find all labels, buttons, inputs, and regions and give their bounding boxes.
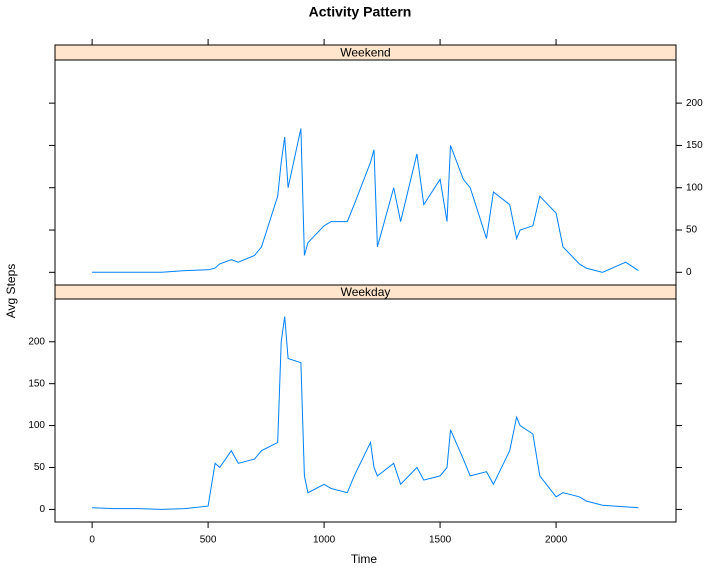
x-tick-label: 500 bbox=[200, 535, 217, 546]
panel bbox=[54, 59, 677, 286]
y-axis-label: Avg Steps bbox=[4, 264, 18, 318]
y-tick-label: 50 bbox=[686, 225, 698, 236]
data-line bbox=[92, 316, 639, 510]
data-line bbox=[92, 128, 639, 273]
panel bbox=[54, 298, 677, 523]
y-tick-label: 0 bbox=[686, 267, 692, 278]
y-tick-label: 150 bbox=[28, 378, 45, 389]
y-tick-label: 100 bbox=[28, 420, 45, 431]
strip-label: Weekday bbox=[341, 285, 391, 299]
x-tick-label: 2000 bbox=[545, 535, 568, 546]
y-tick-label: 0 bbox=[39, 504, 45, 515]
x-tick-label: 1500 bbox=[429, 535, 452, 546]
y-tick-label: 200 bbox=[686, 98, 703, 109]
y-tick-label: 50 bbox=[34, 462, 46, 473]
y-tick-label: 200 bbox=[28, 336, 45, 347]
x-tick-label: 1000 bbox=[313, 535, 336, 546]
y-tick-label: 150 bbox=[686, 140, 703, 151]
x-axis-label: Time bbox=[351, 552, 378, 566]
chart-title: Activity Pattern bbox=[309, 4, 412, 20]
strip-label: Weekend bbox=[340, 46, 390, 60]
x-tick-label: 0 bbox=[89, 535, 95, 546]
y-tick-label: 100 bbox=[686, 182, 703, 193]
